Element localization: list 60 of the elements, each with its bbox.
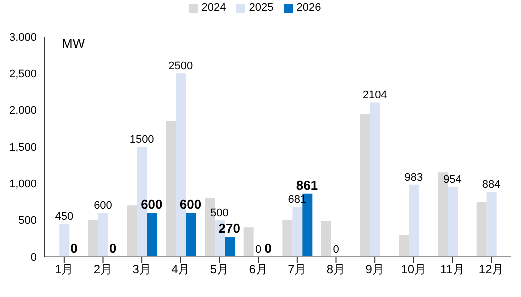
bar xyxy=(244,228,254,257)
x-tick-label: 5月 xyxy=(210,262,230,277)
data-label: 0 xyxy=(333,244,340,256)
bar xyxy=(370,102,380,257)
bar xyxy=(282,220,293,257)
y-tick-label: 1,000 xyxy=(9,178,37,191)
bar xyxy=(486,192,497,257)
x-tick-label: 9月 xyxy=(366,262,384,277)
x-tick-label: 8月 xyxy=(326,262,346,277)
x-tick-label: 2月 xyxy=(94,262,113,277)
y-tick-label: 500 xyxy=(18,215,37,228)
x-tick-label: 3月 xyxy=(132,262,152,277)
x-tick-label: 10月 xyxy=(401,262,427,277)
data-label: 954 xyxy=(444,174,462,186)
data-label: 861 xyxy=(296,178,318,193)
bar xyxy=(292,207,303,257)
bar xyxy=(98,213,108,257)
y-axis-title: MW xyxy=(62,36,86,51)
data-label: 600 xyxy=(141,197,163,212)
legend-label: 2026 xyxy=(296,2,322,14)
data-label: 600 xyxy=(94,200,112,212)
data-label: 600 xyxy=(180,197,202,212)
y-tick-label: 0 xyxy=(30,252,37,264)
y-tick-label: 3,000 xyxy=(9,32,37,44)
data-label: 0 xyxy=(256,244,262,256)
bar xyxy=(166,121,176,257)
bar xyxy=(88,220,98,257)
bar xyxy=(409,184,420,257)
x-tick-label: 1月 xyxy=(55,262,74,277)
data-label: 0 xyxy=(70,241,78,256)
data-label: 500 xyxy=(210,207,229,220)
bar xyxy=(60,224,70,257)
y-tick-label: 1,500 xyxy=(9,142,37,154)
data-label: 270 xyxy=(218,221,240,236)
bar xyxy=(399,235,410,257)
bar xyxy=(127,206,138,257)
y-tick-label: 2,500 xyxy=(9,68,37,81)
data-label: 2104 xyxy=(362,90,388,102)
bar xyxy=(360,114,370,257)
x-tick-label: 7月 xyxy=(288,262,307,277)
bar xyxy=(186,213,196,257)
x-tick-label: 12月 xyxy=(478,262,504,277)
x-tick-label: 4月 xyxy=(172,262,190,277)
data-label: 0 xyxy=(264,241,272,256)
data-label: 0 xyxy=(109,241,117,256)
data-label: 983 xyxy=(404,172,424,184)
bar xyxy=(448,187,458,257)
x-tick-label: 6月 xyxy=(249,262,268,277)
legend-label: 2025 xyxy=(249,2,274,14)
data-label: 450 xyxy=(55,211,74,223)
x-tick-label: 11月 xyxy=(440,262,465,277)
legend-label: 2024 xyxy=(202,2,226,14)
data-label: 884 xyxy=(482,179,501,192)
bar xyxy=(147,213,158,257)
data-label: 1500 xyxy=(130,134,154,146)
bar xyxy=(321,221,332,257)
bar xyxy=(476,202,487,257)
bar xyxy=(224,237,235,257)
data-label: 2500 xyxy=(168,60,194,73)
y-tick-label: 2,000 xyxy=(9,105,37,118)
